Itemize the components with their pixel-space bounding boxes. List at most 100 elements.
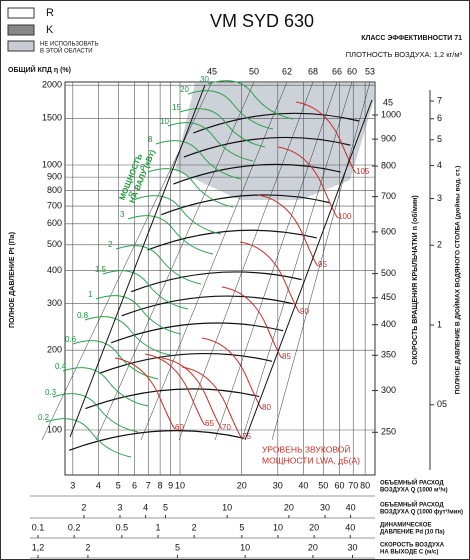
y-tick-label: 900 (47, 172, 62, 182)
power-curve (155, 140, 242, 180)
x-tick-label: 4 (96, 480, 101, 490)
x-tick-label: 30 (273, 480, 283, 490)
rpm-tick-label: 300 (381, 385, 396, 395)
title: VM SYD 630 (210, 11, 314, 31)
inch-tick-label: 7 (437, 95, 442, 105)
sound-curve (277, 146, 339, 219)
scale-title: СКОРОСТЬ ВОЗДУХА (380, 543, 445, 549)
y-tick-label: 2000 (42, 80, 62, 90)
sound-curve (221, 286, 283, 359)
fan-curve (161, 194, 330, 216)
scale-title: НА ВЫХОДЕ C (м/с) (380, 550, 438, 556)
legend-gray: В ЭТОЙ ОБЛАСТИ (40, 47, 93, 55)
power-curve (84, 316, 171, 356)
tick-label: 10 (222, 502, 232, 512)
power-label: 0.2 (38, 413, 50, 422)
power-label: 0.4 (55, 362, 67, 371)
y-tick-label: 300 (47, 298, 62, 308)
fan-curve (173, 163, 341, 185)
tick-label: 20 (284, 502, 294, 512)
power-curve (45, 418, 132, 458)
density: ПЛОТНОСТЬ ВОЗДУХА: 1,2 кг/м³ (346, 50, 463, 59)
power-curve (127, 215, 214, 255)
efficiency-line (214, 81, 338, 441)
fan-curve (121, 295, 294, 317)
power-curve (62, 367, 149, 407)
legend-r-box (7, 7, 35, 19)
sound-label: 85 (282, 352, 291, 361)
x-tick-label: 3 (70, 480, 75, 490)
tick-label: 20 (309, 522, 319, 532)
rpm-tick-label: 450 (381, 292, 396, 302)
fan-curve (85, 388, 260, 410)
x-tick-label: 5 (116, 480, 121, 490)
y-tick-label: 200 (47, 345, 62, 355)
sound-label: 105 (356, 167, 370, 176)
inch-tick-label: 5 (437, 134, 442, 144)
inch-tick-label: 6 (437, 113, 442, 123)
power-curve (135, 195, 222, 235)
tick-label: 3 (117, 502, 122, 512)
power-curve (102, 270, 189, 310)
inch-tick-label: 2 (437, 240, 442, 250)
efficiency-label: 50 (249, 66, 259, 76)
y-tick-label: 600 (47, 218, 62, 228)
x-tick-label: 80 (360, 480, 370, 490)
y-tick-label: 1000 (42, 159, 62, 169)
x-tick-label: 10 (175, 480, 185, 490)
power-label: 20 (180, 85, 189, 94)
fan-curve (193, 112, 360, 134)
efficiency-label: 66 (332, 66, 342, 76)
sound-label: 95 (318, 260, 327, 269)
power-curve (207, 80, 294, 120)
sound-curve (257, 194, 319, 267)
efficiency-label: 45 (207, 66, 217, 76)
x-tick-label: 9 (168, 480, 173, 490)
x-tick-label: 50 (318, 480, 328, 490)
x-tick-label: 40 (298, 480, 308, 490)
efficiency-label: 53 (365, 66, 375, 76)
efficiency-class: КЛАСС ЭФФЕКТИВНОСТИ 71 (361, 35, 462, 42)
power-label: 4 (128, 190, 133, 199)
y-tick-label: 700 (47, 200, 62, 210)
scale-title: ВОЗДУХА Q (1000 м³/ч) (380, 487, 448, 494)
efficiency-line (178, 81, 314, 441)
legend-r: R (46, 7, 54, 19)
rpm-tick-label: 500 (381, 268, 396, 278)
rpm-tick-label: 900 (381, 133, 396, 143)
power-label: 0.8 (77, 311, 89, 320)
rpm-tick-label: 800 (381, 160, 396, 170)
power-label: 1 (88, 290, 93, 299)
rpm-tick-label: 600 (381, 226, 396, 236)
tick-label: 2 (81, 502, 86, 512)
power-label: 10 (160, 117, 169, 126)
inch-tick-label: 1 (437, 319, 442, 329)
tick-label: 5 (163, 502, 168, 512)
sound-label: 60 (175, 423, 184, 432)
y-axis-title: ПОЛНОЕ ДАВЛЕНИЕ Pt (Па) (9, 232, 16, 328)
tick-label: 10 (240, 542, 250, 552)
efficiency-label: 60 (347, 66, 357, 76)
fan-curve (130, 271, 302, 293)
y-tick-label: 100 (47, 424, 62, 434)
x-tick-label: 8 (158, 480, 163, 490)
x-tick-label: 70 (348, 480, 358, 490)
efficiency-line (271, 81, 371, 441)
scale-title: ДИНАМИЧЕСКОЕ (380, 523, 431, 529)
x-tick-label: 7 (146, 480, 151, 490)
fan-curve (99, 353, 273, 374)
efficiency-line (95, 81, 255, 441)
inch-tick-label: 05 (437, 399, 447, 409)
sound-label: 70 (222, 423, 231, 432)
power-label: 6 (140, 163, 145, 172)
sound-curve (239, 241, 301, 314)
tick-label: 0.1 (32, 522, 45, 532)
fan-curve (110, 322, 284, 344)
efficiency-line (140, 81, 288, 441)
tick-label: 2 (85, 542, 90, 552)
rpm-tick-label: 250 (381, 427, 396, 437)
x-tick-label: 20 (237, 480, 247, 490)
tick-label: 1,2 (32, 542, 45, 552)
power-label: 30 (200, 75, 209, 84)
